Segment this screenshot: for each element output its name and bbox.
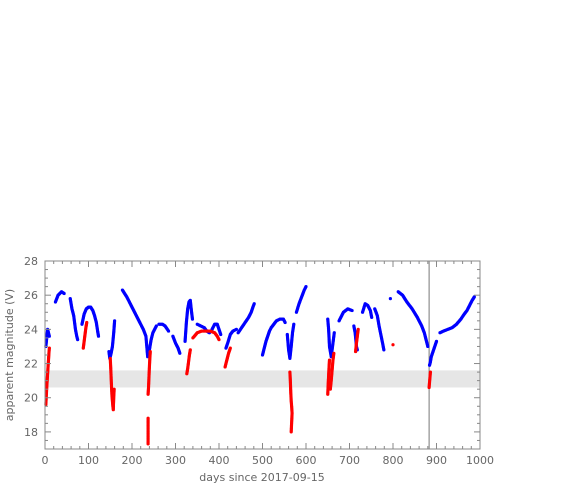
data-point <box>350 308 354 313</box>
data-point <box>148 349 152 354</box>
data-point <box>217 338 221 342</box>
x-tick-label: 300 <box>165 454 186 467</box>
data-point <box>304 285 308 289</box>
x-tick-label: 800 <box>383 454 404 467</box>
x-tick-label: 900 <box>426 454 447 467</box>
data-point <box>113 319 117 323</box>
band-rect <box>45 370 480 388</box>
x-tick-label: 700 <box>339 454 360 467</box>
data-point <box>234 327 238 331</box>
x-axis: 0 100 200 300 400 500 600 700 800 900 1000 <box>42 261 494 467</box>
data-point <box>434 339 439 343</box>
data-point <box>252 302 256 306</box>
y-axis-title: apparent magnitude (V) <box>3 289 16 421</box>
data-point <box>166 329 171 333</box>
x-tick-label: 500 <box>252 454 273 467</box>
y-tick-label: 20 <box>24 392 38 405</box>
x-tick-label: 200 <box>122 454 143 467</box>
shaded-band <box>45 370 480 388</box>
data-point <box>332 351 336 355</box>
data-point <box>190 317 195 321</box>
y-axis: 18 20 22 24 26 28 <box>24 255 480 441</box>
data-point <box>188 348 192 352</box>
data-point <box>178 351 182 355</box>
data-point <box>356 327 360 331</box>
data-point <box>332 331 336 335</box>
data-point <box>76 338 80 342</box>
y-tick-label: 28 <box>24 255 38 268</box>
data-point <box>96 334 101 338</box>
y-tick-label: 22 <box>24 358 38 371</box>
data-point <box>85 320 89 325</box>
data-point <box>382 348 386 352</box>
x-tick-label: 600 <box>296 454 317 467</box>
data-point <box>391 343 395 347</box>
y-tick-label: 26 <box>24 289 38 302</box>
y-tick-label: 24 <box>24 323 38 336</box>
data-point <box>292 322 296 326</box>
data-point <box>472 295 476 299</box>
data-point <box>47 334 51 338</box>
data-point <box>327 358 332 362</box>
data-point <box>219 332 223 337</box>
x-tick-label: 400 <box>209 454 230 467</box>
y-tick-label: 18 <box>24 426 38 439</box>
data-point <box>388 297 392 301</box>
x-tick-label: 1000 <box>466 454 494 467</box>
data-point <box>146 442 150 446</box>
x-tick-label: 0 <box>42 454 49 467</box>
x-axis-title: days since 2017-09-15 <box>199 471 324 484</box>
data-point <box>47 346 51 350</box>
data-point <box>370 315 374 319</box>
data-point <box>283 320 287 325</box>
data-point <box>289 430 293 434</box>
data-point <box>428 370 433 374</box>
data-point <box>426 344 430 349</box>
data-point <box>112 387 116 391</box>
data-point <box>228 346 232 350</box>
data-point <box>62 291 66 296</box>
data-point <box>154 324 158 328</box>
x-tick-label: 100 <box>78 454 99 467</box>
